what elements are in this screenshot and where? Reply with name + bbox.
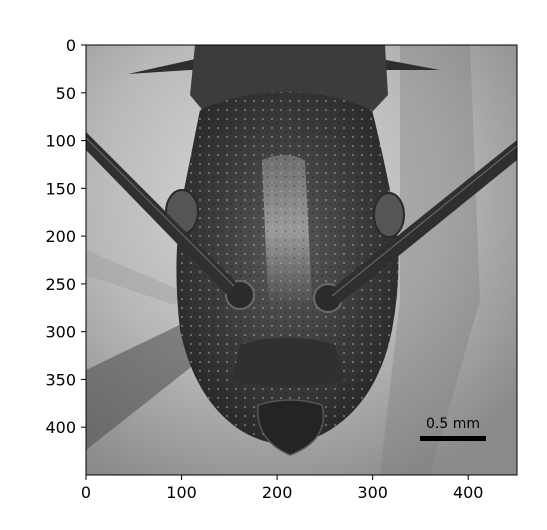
antenna-right-highlight [331, 145, 517, 297]
y-tick-label: 400 [45, 418, 76, 437]
y-tick-label: 50 [56, 84, 76, 103]
axes-frame [85, 44, 518, 476]
mandibles [257, 399, 324, 456]
x-tick-label: 400 [453, 483, 484, 502]
y-tick-label: 100 [45, 132, 76, 151]
y-tick-label: 350 [45, 370, 76, 389]
x-axis: 0 100 200 300 400 [81, 475, 484, 502]
y-tick-label: 300 [45, 323, 76, 342]
scale-bar-label: 0.5 mm [426, 416, 480, 432]
y-axis: 0 50 100 150 200 250 300 350 400 [45, 36, 86, 437]
clypeus [232, 337, 345, 388]
x-tick-label: 100 [166, 483, 197, 502]
x-tick-label: 300 [357, 483, 388, 502]
background-shadow-right [380, 45, 480, 475]
y-tick-label: 250 [45, 275, 76, 294]
antenna-right [330, 140, 517, 305]
antenna-left [86, 132, 236, 296]
specimen-image: 0.5 mm [86, 45, 517, 475]
y-tick-label: 150 [45, 179, 76, 198]
antenna-left-highlight [86, 137, 235, 287]
background-shadow-left [86, 250, 180, 305]
frontal-sculpture [262, 155, 312, 308]
x-tick-label: 0 [81, 483, 91, 502]
x-tick-label: 200 [262, 483, 293, 502]
eye-right [373, 192, 405, 238]
scale-bar [420, 436, 486, 441]
background-leg-shadow [86, 320, 200, 450]
antennal-socket-left [225, 280, 255, 310]
y-tick-label: 200 [45, 227, 76, 246]
y-tick-label: 0 [66, 36, 76, 55]
